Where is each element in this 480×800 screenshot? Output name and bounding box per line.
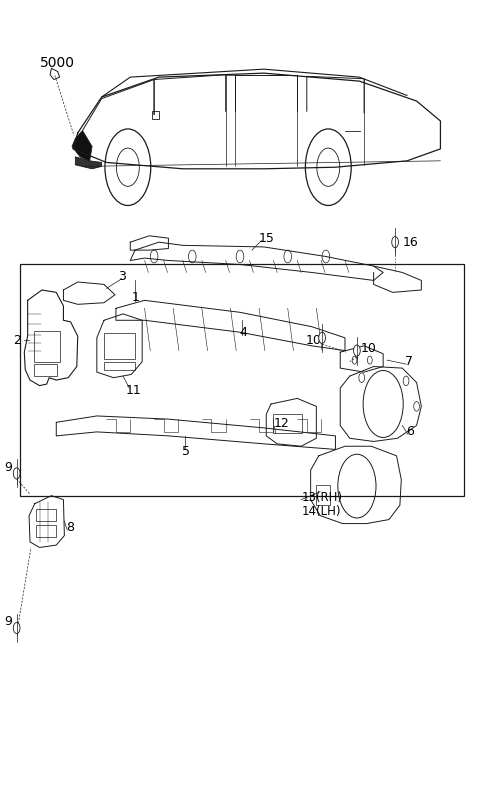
Text: 6: 6	[406, 426, 414, 438]
Bar	[274, 414, 302, 434]
Bar	[36, 510, 56, 521]
Circle shape	[354, 345, 360, 356]
Text: 13(RH): 13(RH)	[302, 490, 343, 504]
Bar	[316, 486, 330, 506]
Polygon shape	[75, 157, 102, 169]
Bar	[34, 331, 60, 362]
Circle shape	[13, 468, 20, 479]
Text: 12: 12	[274, 418, 289, 430]
Text: 2: 2	[13, 334, 21, 346]
Circle shape	[392, 237, 398, 248]
Circle shape	[13, 622, 20, 634]
Bar	[104, 333, 135, 358]
Text: 9: 9	[4, 615, 12, 628]
Text: 8: 8	[66, 521, 74, 534]
Polygon shape	[152, 111, 159, 119]
Text: 5: 5	[182, 446, 190, 458]
Bar	[34, 364, 57, 376]
Polygon shape	[72, 130, 92, 161]
Circle shape	[319, 332, 325, 343]
Text: 9: 9	[4, 462, 12, 474]
Bar	[104, 362, 135, 370]
Text: 11: 11	[125, 384, 141, 397]
Text: 15: 15	[259, 232, 275, 245]
Text: 4: 4	[239, 326, 247, 338]
Text: 10: 10	[306, 334, 322, 346]
Text: 3: 3	[118, 270, 126, 283]
Bar	[21, 265, 464, 496]
Text: 16: 16	[402, 236, 418, 249]
Text: 10: 10	[360, 342, 376, 355]
Bar	[36, 525, 56, 537]
Text: 14(LH): 14(LH)	[302, 505, 342, 518]
Text: 1: 1	[131, 291, 139, 305]
Text: 5000: 5000	[39, 56, 74, 70]
Text: 7: 7	[405, 355, 413, 368]
